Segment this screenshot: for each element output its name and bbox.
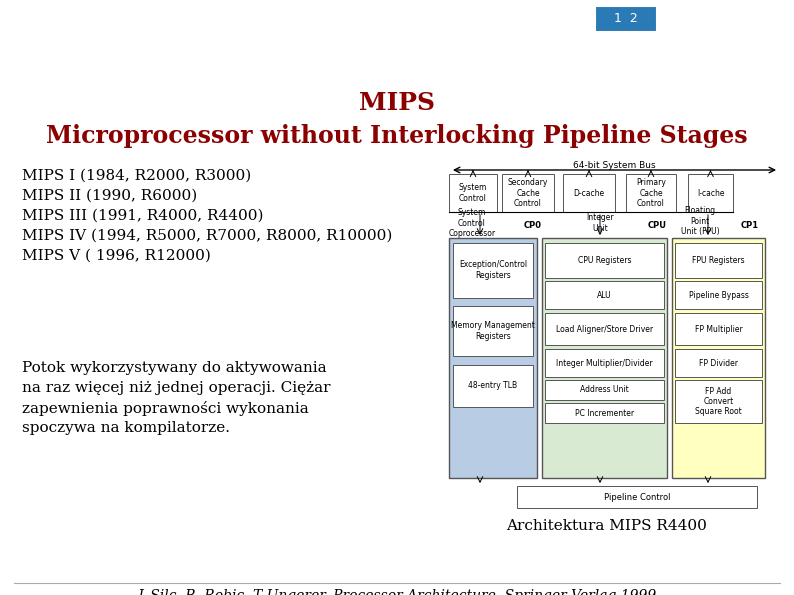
Text: MIPS IV (1994, R5000, R7000, R8000, R10000): MIPS IV (1994, R5000, R7000, R8000, R100… [22, 229, 392, 243]
Text: Exception/Control
Registers: Exception/Control Registers [459, 260, 527, 280]
Bar [449, 174, 497, 212]
Text: FPU Registers: FPU Registers [692, 256, 745, 265]
Bar [542, 238, 667, 478]
Text: MIPS I (1984, R2000, R3000): MIPS I (1984, R2000, R3000) [22, 169, 251, 183]
Text: I-cache: I-cache [697, 189, 724, 198]
Text: Pipeline Bypass: Pipeline Bypass [688, 290, 749, 299]
Bar [675, 243, 762, 278]
Text: Microprocessor without Interlocking Pipeline Stages: Microprocessor without Interlocking Pipe… [46, 124, 748, 148]
Text: Load Aligner/Store Driver: Load Aligner/Store Driver [556, 324, 653, 334]
Text: 48-entry TLB: 48-entry TLB [468, 381, 518, 390]
Bar [688, 174, 733, 212]
Text: System
Control: System Control [459, 183, 488, 203]
Text: Memory Management
Registers: Memory Management Registers [451, 321, 535, 341]
Text: MIPS III (1991, R4000, R4400): MIPS III (1991, R4000, R4400) [22, 209, 264, 223]
Bar [545, 403, 664, 423]
Text: 1  2: 1 2 [614, 12, 638, 26]
Text: Integer Multiplier/Divider: Integer Multiplier/Divider [556, 359, 653, 368]
Text: J. Silc, B. Robic, T Ungerer, Processor Architecture, Springer Verlag 1999: J. Silc, B. Robic, T Ungerer, Processor … [137, 589, 657, 595]
Bar [517, 486, 757, 508]
Bar [545, 243, 664, 278]
Bar [563, 174, 615, 212]
Bar [595, 6, 657, 32]
Bar [449, 238, 537, 478]
Text: CPU: CPU [647, 221, 666, 230]
Text: MIPS: MIPS [359, 91, 435, 115]
Bar [545, 281, 664, 309]
Text: CP1: CP1 [741, 221, 759, 230]
Bar [453, 365, 533, 407]
Text: 64-bit System Bus: 64-bit System Bus [572, 161, 655, 170]
Text: Primary
Cache
Control: Primary Cache Control [636, 178, 666, 208]
Text: Address Unit: Address Unit [580, 386, 629, 394]
Text: Floating
Point
Unit (FPU): Floating Point Unit (FPU) [680, 206, 719, 236]
Bar [626, 174, 676, 212]
Text: D-cache: D-cache [573, 189, 604, 198]
Text: System
Control
Coprocessor: System Control Coprocessor [449, 208, 495, 238]
Bar [545, 313, 664, 345]
Text: Integer
Unit: Integer Unit [586, 213, 614, 233]
Text: MIPS II (1990, R6000): MIPS II (1990, R6000) [22, 189, 197, 203]
Bar [675, 349, 762, 377]
Text: zapewnienia poprawności wykonania: zapewnienia poprawności wykonania [22, 400, 309, 415]
Bar [545, 380, 664, 400]
Text: Pipeline Control: Pipeline Control [603, 493, 670, 502]
Text: Secondary
Cache
Control: Secondary Cache Control [508, 178, 548, 208]
Bar [675, 313, 762, 345]
Text: CP0: CP0 [524, 221, 542, 230]
Bar [453, 306, 533, 356]
Text: MIPS V ( 1996, R12000): MIPS V ( 1996, R12000) [22, 249, 211, 263]
Text: FP Divider: FP Divider [699, 359, 738, 368]
Text: PC Incrementer: PC Incrementer [575, 409, 634, 418]
Bar [545, 349, 664, 377]
Text: Architektura MIPS R4400: Architektura MIPS R4400 [507, 519, 707, 533]
Text: CPU Registers: CPU Registers [578, 256, 631, 265]
Text: 2. RISC: 2. RISC [14, 9, 103, 29]
Text: spoczywa na kompilatorze.: spoczywa na kompilatorze. [22, 421, 230, 435]
Bar [672, 238, 765, 478]
Bar [659, 6, 717, 32]
Bar [675, 281, 762, 309]
Bar [675, 380, 762, 423]
Bar [502, 174, 554, 212]
Text: FP Multiplier: FP Multiplier [695, 324, 742, 334]
Text: ALU: ALU [597, 290, 612, 299]
Bar [453, 243, 533, 298]
Text: na raz więcej niż jednej operacji. Ciężar: na raz więcej niż jednej operacji. Cięża… [22, 381, 330, 395]
Text: 20/67: 20/67 [731, 11, 780, 27]
Text: Potok wykorzystywany do aktywowania: Potok wykorzystywany do aktywowania [22, 361, 326, 375]
Text: FP Add
Convert
Square Root: FP Add Convert Square Root [695, 387, 742, 416]
